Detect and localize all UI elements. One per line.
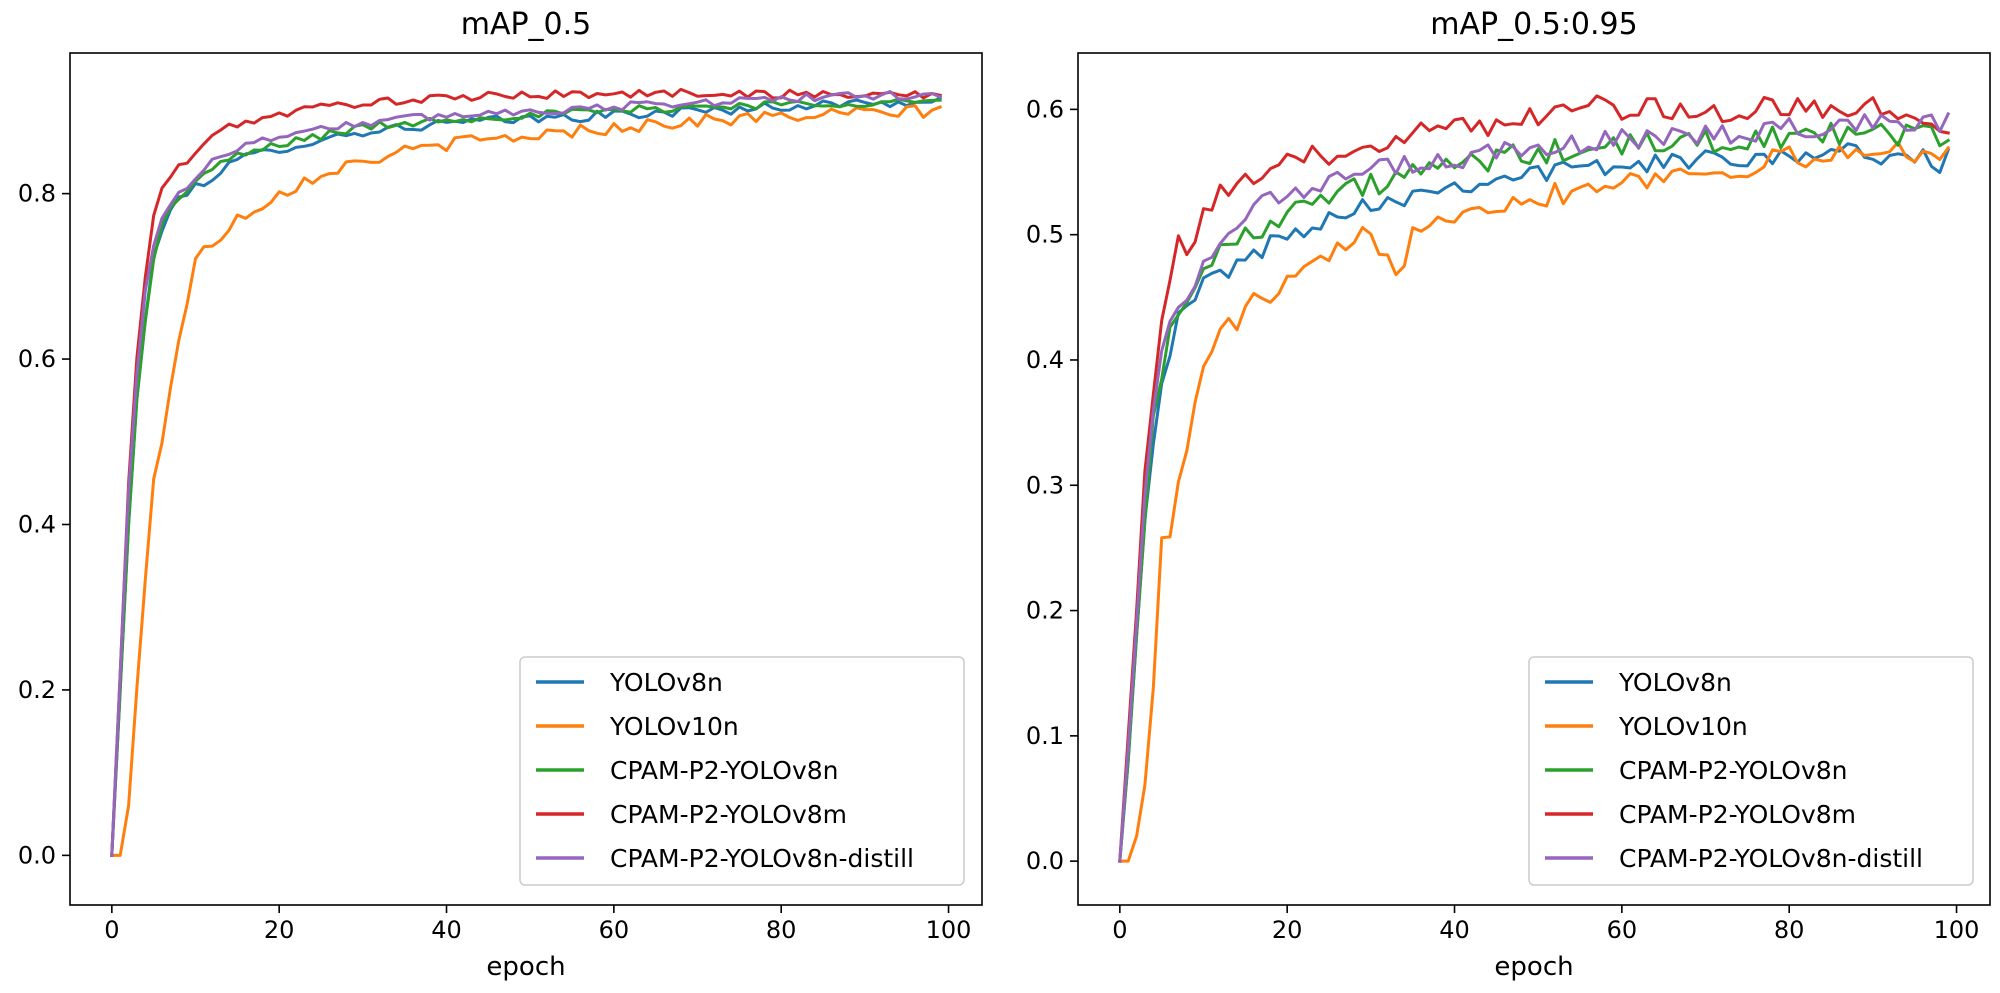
x-axis-label: epoch [1494,952,1573,982]
legend-label: YOLOv10n [609,712,739,741]
plot-frame [69,52,983,906]
y-tick-label: 0.1 [1026,722,1064,750]
x-tick-label: 100 [926,916,972,944]
legend-label: YOLOv8n [609,668,723,697]
y-tick-label: 0.0 [18,841,56,869]
legend-label: CPAM-P2-YOLOv8n [610,756,839,785]
x-tick-label: 80 [1774,916,1805,944]
y-tick-label: 0.4 [18,510,56,538]
x-tick-label: 60 [599,916,630,944]
series-line-cpam-p2-yolov8m [110,87,942,857]
y-tick-label: 0.2 [18,676,56,704]
x-tick-label: 0 [1112,916,1127,944]
x-tick-label: 20 [1272,916,1303,944]
y-tick-label: 0.8 [18,180,56,208]
y-tick-label: 0.6 [18,345,56,373]
legend: YOLOv8n YOLOv10n CPAM-P2-YOLOv8n CPAM-P2-YO… [519,656,965,886]
y-tick-label: 0.4 [1026,346,1064,374]
legend-label: CPAM-P2-YOLOv8n-distill [1619,844,1923,873]
x-tick-label: 40 [431,916,462,944]
y-tick-label: 0.5 [1026,221,1064,249]
legend-label: YOLOv10n [1618,712,1748,741]
legend-label: CPAM-P2-YOLOv8n-distill [610,844,914,873]
legend-box [1528,656,1974,886]
legend: YOLOv8n YOLOv10n CPAM-P2-YOLOv8n CPAM-P2-YO… [1528,656,1974,886]
y-tick-label: 0.0 [1026,847,1064,875]
series-line-yolov10n [110,104,943,857]
series-lines [1118,94,1951,863]
plot-frame [1077,52,1991,906]
x-tick-label: 20 [264,916,295,944]
x-tick-label: 60 [1607,916,1638,944]
x-axis-label: epoch [486,952,565,982]
chart-title: mAP_0.5 [461,7,592,42]
series-line-cpam-p2-yolov8n-distill [110,90,943,857]
series-line-cpam-p2-yolov8m [1118,94,1950,863]
legend-label: CPAM-P2-YOLOv8m [610,800,847,829]
x-tick-label: 80 [766,916,797,944]
legend-box [519,656,965,886]
y-tick-label: 0.2 [1026,597,1064,625]
series-lines [110,87,943,857]
chart-panel-2: mAP_0.5:0.95 0 20 40 60 80 100 0.0 0.1 0.2 0.3 0.4 0… [1026,7,1991,982]
x-tick-label: 40 [1439,916,1470,944]
legend-label: YOLOv8n [1618,668,1732,697]
y-tick-label: 0.3 [1026,471,1064,499]
series-line-yolov10n [1118,140,1951,863]
legend-label: CPAM-P2-YOLOv8n [1619,756,1848,785]
legend-label: CPAM-P2-YOLOv8m [1619,800,1856,829]
series-line-cpam-p2-yolov8n [1118,121,1951,863]
x-tick-label: 0 [104,916,119,944]
chart-title: mAP_0.5:0.95 [1430,7,1637,42]
series-line-cpam-p2-yolov8n-distill [1118,111,1951,863]
series-line-yolov8n [1118,142,1951,863]
chart-panel-1: mAP_0.5 0 20 40 60 80 100 0.0 0.2 0.4 0.6 0.8 epoch Y… [18,7,983,982]
y-tick-label: 0.6 [1026,95,1064,123]
x-tick-label: 100 [1934,916,1980,944]
series-line-cpam-p2-yolov8n [110,97,942,857]
